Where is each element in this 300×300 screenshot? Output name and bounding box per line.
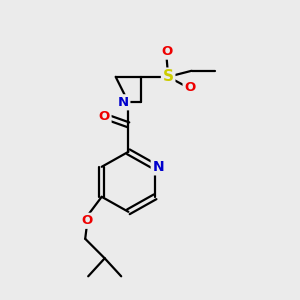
Text: O: O (161, 45, 172, 58)
Text: O: O (81, 214, 92, 227)
Text: O: O (184, 81, 195, 94)
Text: N: N (118, 96, 129, 109)
Text: O: O (99, 110, 110, 123)
Text: S: S (163, 69, 174, 84)
Text: N: N (152, 160, 164, 174)
